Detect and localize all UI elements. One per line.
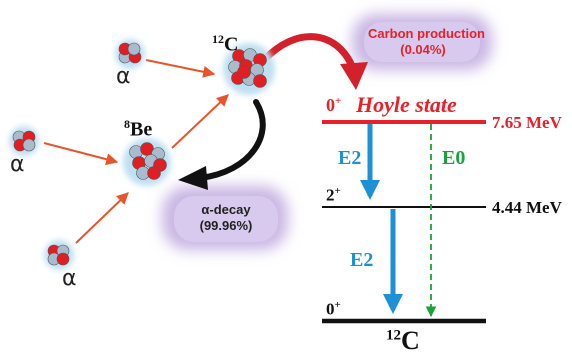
red-curved-arrow: [260, 33, 368, 90]
black-curved-arrow: [178, 99, 266, 190]
arrow-alpha2-to-be8: [75, 192, 129, 244]
arrow-alpha-to-c12: [145, 59, 216, 78]
carbon-production-bubble: [352, 14, 492, 70]
ground-spin-label: 0+: [326, 299, 341, 319]
alpha-nucleus-left: [9, 126, 39, 156]
hoyle-spin-label: 0+: [326, 95, 342, 115]
alpha-nucleus-bottom: [44, 240, 74, 270]
alpha-nucleus-top: [115, 39, 145, 69]
be8-label: 8Be: [124, 117, 153, 141]
alpha-label-left: α: [10, 152, 25, 177]
alpha-decay-bubble: [162, 186, 288, 250]
alpha-label-top: α: [116, 64, 131, 89]
e2-lower-label: E2: [350, 249, 374, 271]
arrow-alpha-to-be8: [43, 142, 119, 166]
arrow-be8-to-c12: [171, 94, 229, 149]
c12-label-bottom: 12C: [386, 326, 420, 355]
hoyle-energy-label: 7.65 MeV: [492, 113, 562, 132]
c12-label-top: 12C: [212, 32, 239, 56]
first-excited-spin-label: 2+: [326, 185, 341, 205]
first-excited-energy-label: 4.44 MeV: [492, 198, 562, 217]
e2-upper-label: E2: [338, 147, 362, 169]
hoyle-state-label: Hoyle state: [356, 92, 457, 117]
be8-nucleus: [123, 138, 171, 186]
capture-arrows: [43, 59, 229, 244]
c12-nucleus: [223, 43, 275, 95]
alpha-decay-text: α-decay (99.96%): [199, 202, 253, 234]
alpha-label-bottom: α: [62, 266, 77, 291]
carbon-production-text: Carbon production (0.04%): [368, 26, 485, 58]
e0-label: E0: [442, 147, 466, 169]
